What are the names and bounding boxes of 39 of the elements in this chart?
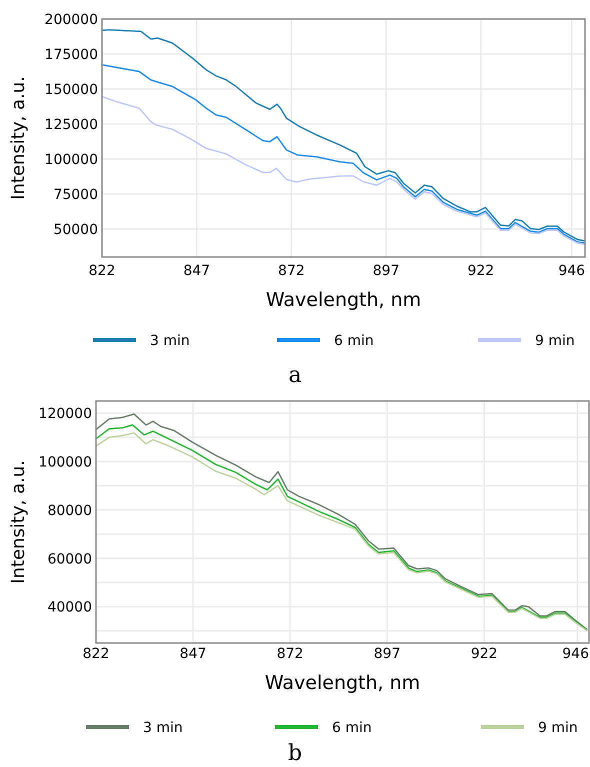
y-tick-label: 40000 — [47, 600, 92, 616]
x-tick-label: 922 — [467, 263, 494, 279]
legend-label: 3 min — [150, 333, 190, 349]
x-tick-label: 872 — [278, 263, 305, 279]
y-axis-title: Intensity, a.u. — [8, 460, 29, 584]
y-tick-label: 75000 — [53, 187, 98, 203]
x-tick-label: 822 — [88, 263, 116, 279]
y-tick-label: 60000 — [47, 551, 92, 568]
y-tick-label: 120000 — [38, 406, 92, 422]
line-series — [101, 64, 586, 244]
line-series — [101, 29, 586, 242]
x-tick-label: 847 — [180, 646, 206, 662]
line-series — [101, 96, 586, 245]
y-tick-label: 150000 — [44, 82, 98, 98]
x-axis-title: Wavelength, nm — [264, 672, 420, 694]
x-tick-label: 922 — [470, 646, 498, 662]
legend-label: 9 min — [538, 720, 578, 736]
y-tick-label: 100000 — [38, 454, 92, 470]
y-tick-label: 80000 — [47, 502, 92, 519]
legend-label: 3 min — [143, 720, 183, 736]
y-tick-label: 50000 — [53, 222, 98, 238]
legend-label: 9 min — [535, 333, 575, 349]
y-axis-title: Intensity, a.u. — [8, 76, 29, 200]
legend-label: 6 min — [334, 333, 374, 349]
x-axis-title: Wavelength, nm — [266, 289, 422, 311]
text: a — [288, 363, 302, 388]
x-tick-label: 946 — [562, 646, 590, 662]
x-tick-label: 897 — [374, 646, 401, 662]
x-tick-label: 872 — [276, 646, 304, 662]
x-tick-label: 946 — [558, 263, 586, 279]
x-tick-label: 822 — [82, 646, 110, 662]
y-tick-label: 125000 — [44, 117, 98, 133]
x-tick-label: 897 — [372, 263, 400, 279]
text: b — [288, 741, 302, 766]
y-tick-label: 175000 — [44, 47, 98, 63]
y-tick-label: 200000 — [44, 12, 98, 28]
legend-label: 6 min — [332, 720, 372, 736]
x-tick-label: 847 — [183, 263, 210, 279]
y-tick-label: 100000 — [44, 152, 98, 168]
